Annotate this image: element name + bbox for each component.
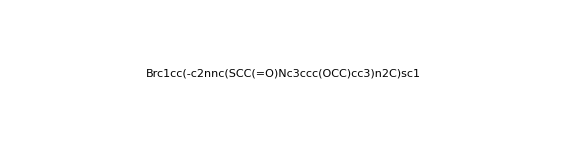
Text: Brc1cc(-c2nnc(SCC(=O)Nc3ccc(OCC)cc3)n2C)sc1: Brc1cc(-c2nnc(SCC(=O)Nc3ccc(OCC)cc3)n2C)… (145, 68, 421, 78)
